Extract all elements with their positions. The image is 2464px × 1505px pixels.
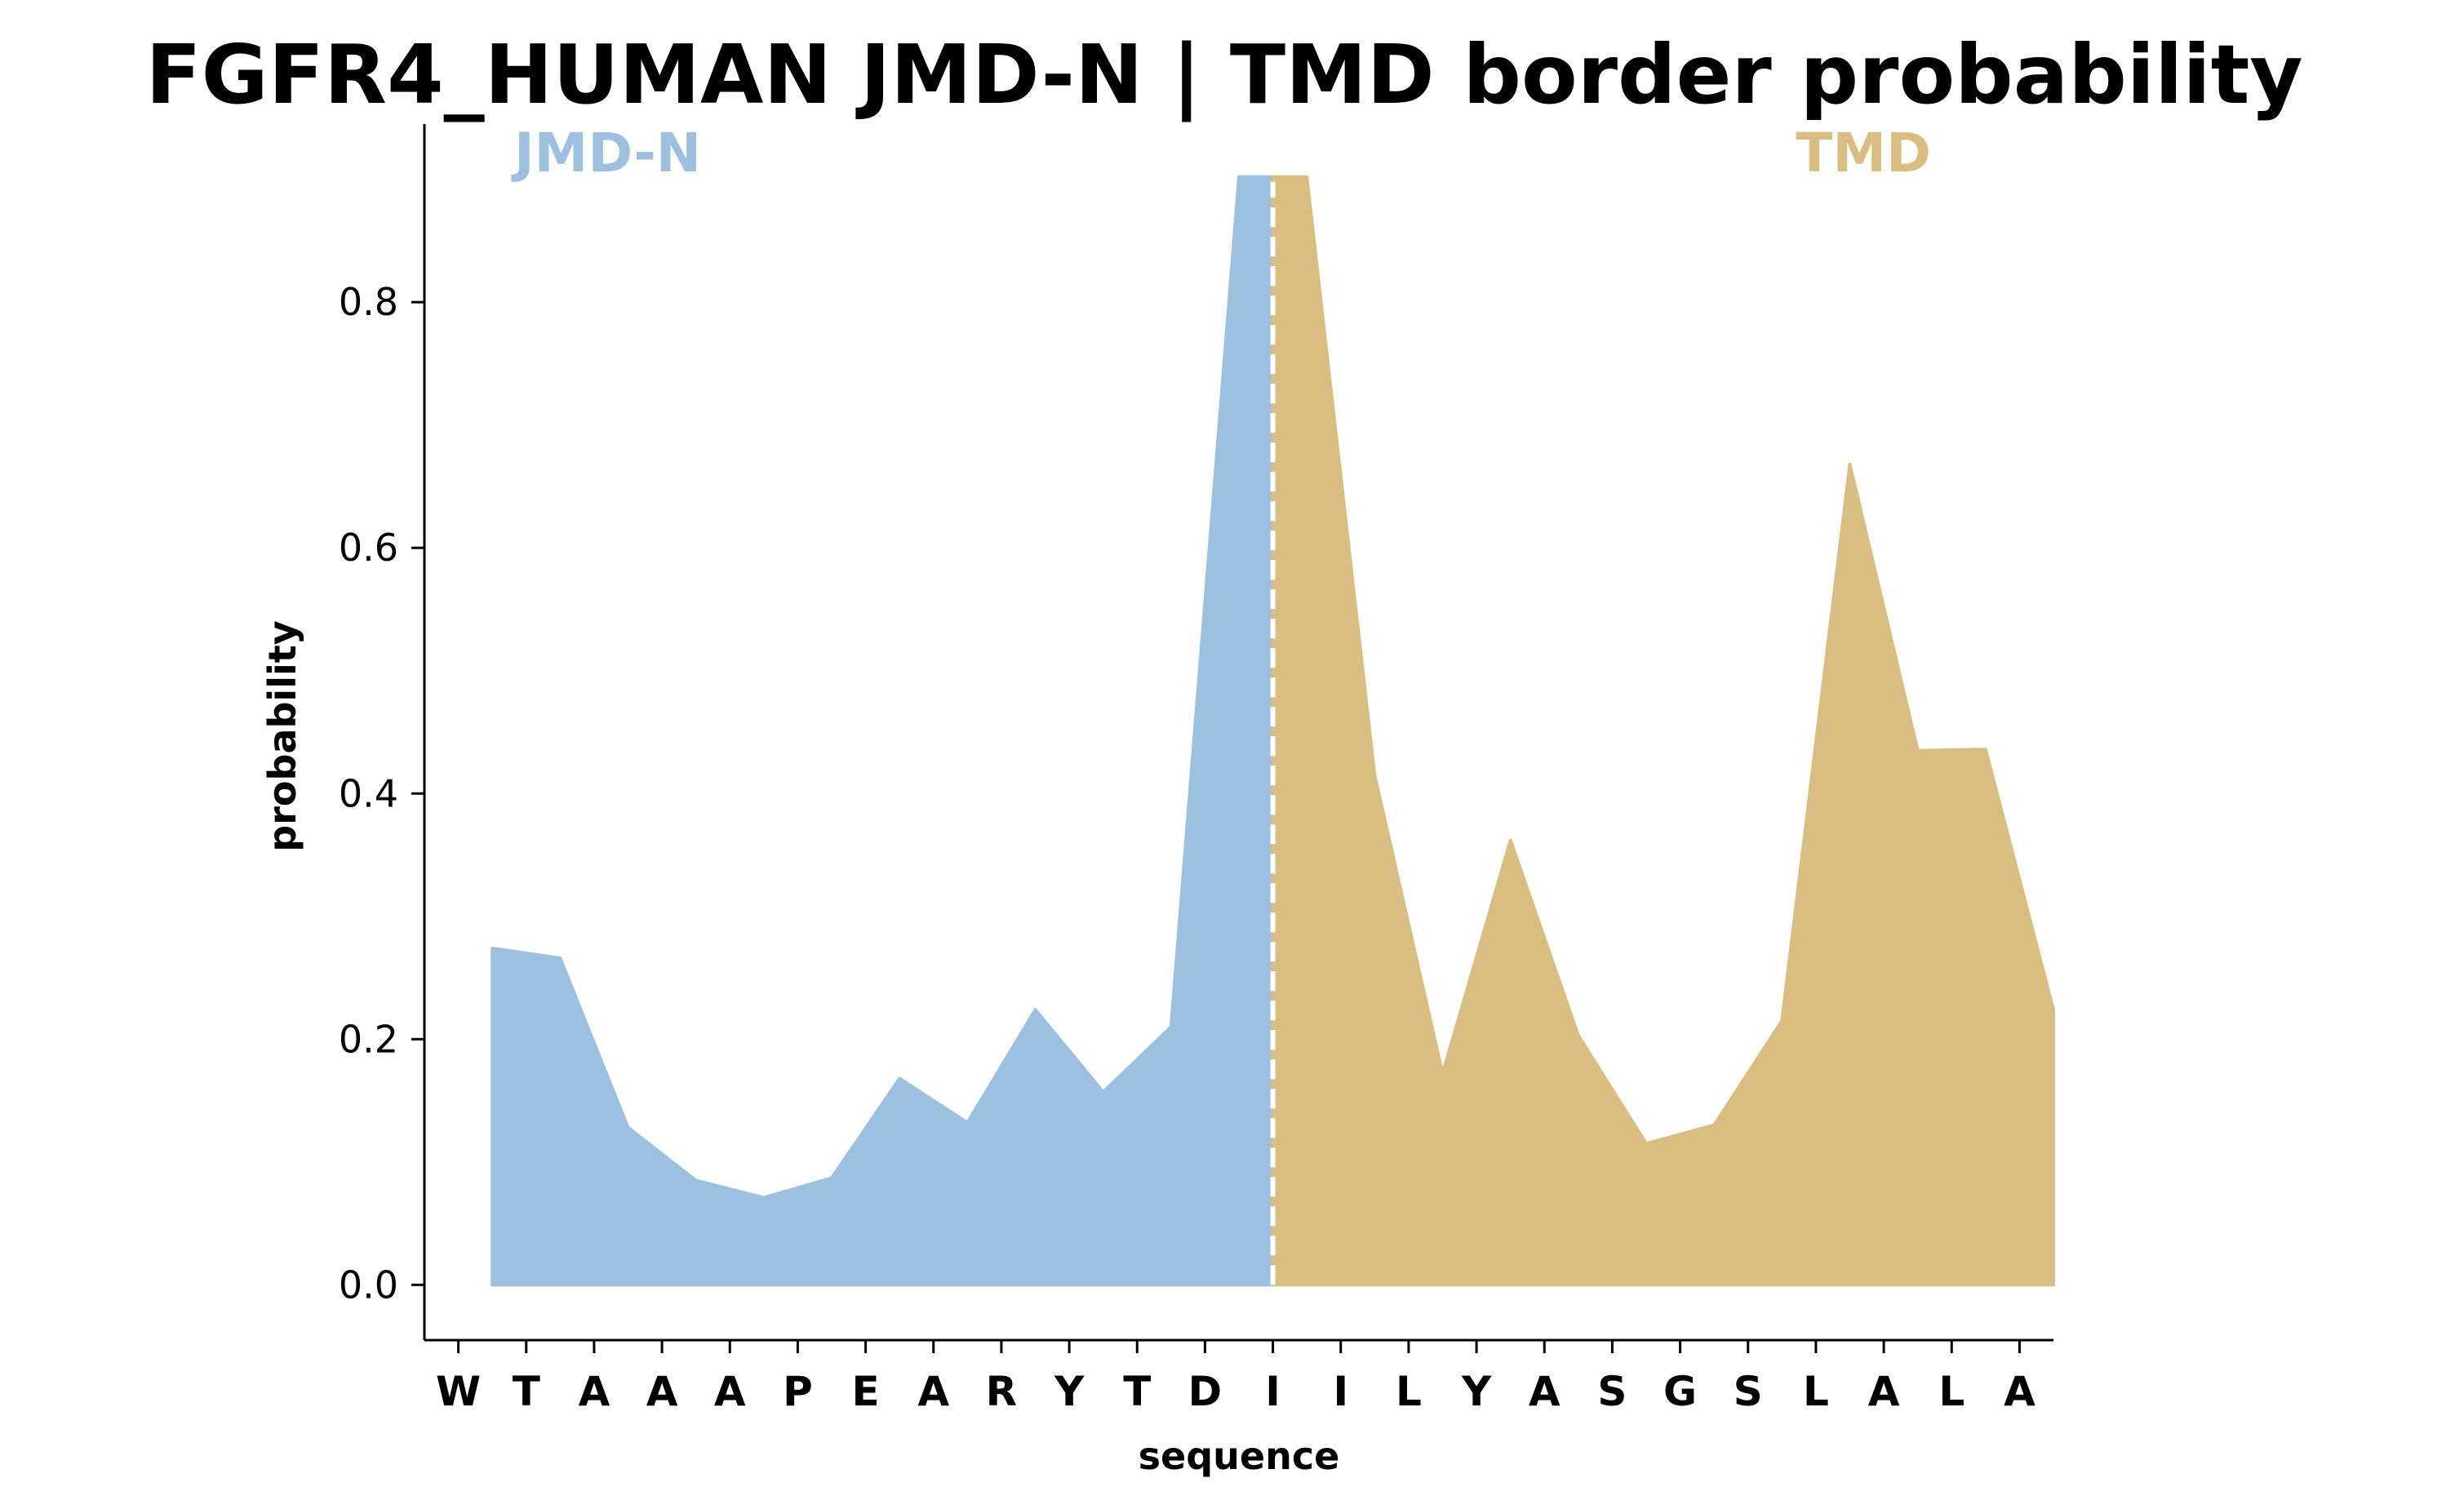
region-label-tmd: TMD (1796, 122, 1930, 184)
x-tick-label: I (1333, 1368, 1348, 1415)
x-tick-label: D (1188, 1368, 1223, 1415)
area-group (491, 175, 2055, 1287)
x-axis-label: sequence (1139, 1434, 1340, 1478)
x-tick-label: A (917, 1368, 949, 1415)
x-tick-label: L (1938, 1368, 1965, 1415)
x-tick-label: E (852, 1368, 880, 1415)
x-tick-label: A (1868, 1368, 1900, 1415)
x-tick-label: T (1123, 1368, 1151, 1415)
y-ticks: 0.0 0.2 0.4 0.6 0.8 (339, 280, 424, 1307)
x-tick-label: P (783, 1368, 813, 1415)
x-tick-label: A (1529, 1368, 1561, 1415)
x-tick-label: W (436, 1368, 481, 1415)
area-tmd (1271, 175, 2055, 1287)
y-axis-label: probability (260, 620, 304, 851)
x-tick-label: I (1265, 1368, 1281, 1415)
area-jmd-n (491, 175, 1275, 1287)
x-tick-label: A (579, 1368, 610, 1415)
x-tick-label: L (1803, 1368, 1829, 1415)
x-tick-label: G (1663, 1368, 1697, 1415)
x-tick-label: S (1597, 1368, 1627, 1415)
x-tick-label: T (513, 1368, 540, 1415)
y-tick-label: 0.2 (339, 1017, 398, 1061)
x-tick-label: S (1734, 1368, 1763, 1415)
region-label-jmd-n: JMD-N (511, 122, 701, 184)
x-tick-label: Y (1461, 1368, 1492, 1415)
x-tick-label: A (714, 1368, 746, 1415)
y-tick-label: 0.4 (339, 771, 398, 815)
y-tick-label: 0.6 (339, 526, 398, 570)
chart-title: FGFR4_HUMAN JMD-N | TMD border probabili… (145, 27, 2302, 122)
x-tick-label: A (646, 1368, 678, 1415)
x-tick-label: L (1396, 1368, 1422, 1415)
y-tick-label: 0.8 (339, 280, 398, 324)
y-tick-label: 0.0 (339, 1263, 398, 1307)
x-tick-label: Y (1054, 1368, 1085, 1415)
x-tick-label: A (2004, 1368, 2036, 1415)
x-tick-label: R (986, 1368, 1018, 1415)
